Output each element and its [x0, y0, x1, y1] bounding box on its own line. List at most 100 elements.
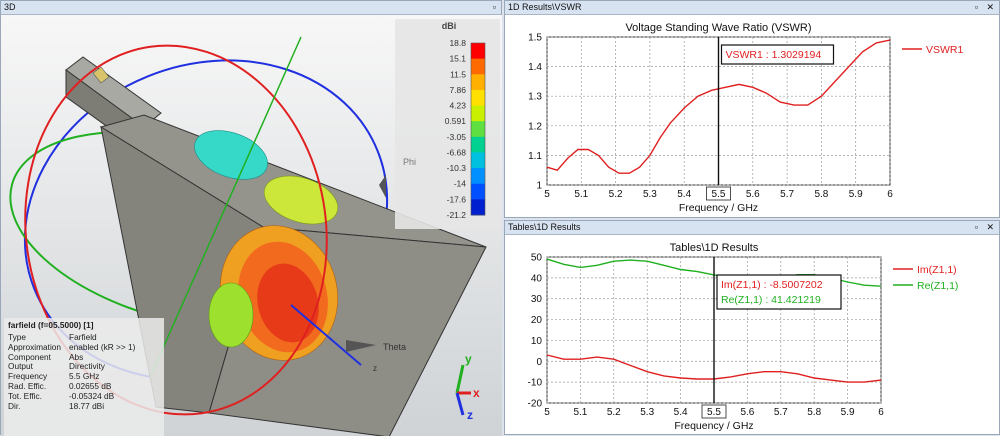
- back-lobe: [194, 130, 268, 180]
- colorbar-band: [471, 199, 485, 216]
- vswr-title: 1D Results\VSWR: [508, 2, 582, 12]
- farfield-row-value: 18.77 dBi: [69, 400, 105, 411]
- triad-y-label: y: [465, 352, 472, 366]
- colorbar-tick-label: 18.8: [449, 38, 466, 48]
- window-controls-icon[interactable]: ▫ ✕: [974, 2, 997, 12]
- colorbar-band: [471, 58, 485, 75]
- farfield-row-key: Frequency: [8, 371, 48, 382]
- y-tick-label: 1.5: [528, 33, 542, 44]
- y-tick-label: -10: [528, 378, 543, 389]
- colorbar-band: [471, 105, 485, 122]
- colorbar-tick-label: -10.3: [447, 163, 467, 173]
- colorbar-band: [471, 183, 485, 200]
- colorbar-tick-label: -6.68: [447, 147, 467, 157]
- tables-title: Tables\1D Results: [508, 222, 581, 232]
- theta-label: Theta: [383, 342, 406, 352]
- x-tick-label: 6: [887, 189, 893, 200]
- vswr-chart[interactable]: Voltage Standing Wave Ratio (VSWR) 5 5.1 5.…: [505, 15, 999, 217]
- triad-z-label: z: [467, 408, 473, 422]
- x-tick-label: 5.4: [677, 189, 691, 200]
- colorbar-tick-label: 4.23: [449, 101, 466, 111]
- y-tick-label: 30: [531, 294, 543, 305]
- x-tick-label: 5.3: [640, 407, 654, 418]
- triad-x-label: x: [473, 386, 480, 400]
- farfield-row-key: Type: [8, 332, 26, 342]
- phi-arrow-icon: [379, 175, 386, 198]
- x-tick-label: 5.1: [574, 189, 588, 200]
- y-tick-label: 1.1: [528, 151, 542, 162]
- x-tick-label: 5.8: [807, 407, 821, 418]
- x-tick-label: 5.2: [607, 407, 621, 418]
- farfield-rows: Type Farfield Approximation enabled (kR >> …: [4, 332, 164, 411]
- farfield-row-value: 5.5 GHz: [69, 371, 100, 382]
- x-tick-label: 5.6: [746, 189, 760, 200]
- farfield-row: Component Abs: [4, 351, 164, 363]
- x-tick-label: 5.3: [643, 189, 657, 200]
- tables-panel: Tables\1D Results ▫ ✕ Tables\1D Results 5…: [504, 220, 1000, 435]
- colorbar-band: [471, 152, 485, 169]
- marker-x-box: [701, 404, 727, 419]
- view3d-canvas[interactable]: dBi 18.8 15.1 11.5 7.86 4.23 0.591 -3.05 -6.68 -…: [1, 15, 502, 436]
- legend-label: Im(Z1,1): [917, 264, 957, 276]
- tables-chart[interactable]: Tables\1D Results 5 5.1 5.2 5.3 5.4 5.5 5.6 5.7 5…: [505, 235, 999, 435]
- x-tick-label: 5.5: [707, 407, 721, 418]
- marker-label: VSWR1 : 1.3029194: [726, 49, 822, 61]
- y-tick-label: 1: [536, 181, 542, 192]
- farfield-row-value: enabled (kR >> 1): [69, 341, 136, 352]
- series-line: [546, 39, 891, 174]
- colorbar-tick-label: -21.2: [447, 210, 467, 220]
- colorbar-tick-label: -3.05: [447, 132, 467, 142]
- x-tick-label: 5.7: [780, 189, 794, 200]
- marker-label: Re(Z1,1) : 41.421219: [721, 294, 821, 306]
- y-tick-label: 1.3: [528, 92, 542, 103]
- x-tick-label: 5.5: [712, 189, 726, 200]
- colorbar-band: [471, 168, 485, 185]
- colorbar-tick-label: 0.591: [445, 116, 467, 126]
- view3d-panel: 3D ▫: [0, 0, 502, 436]
- x-tick-label: 5.9: [841, 407, 855, 418]
- farfield-row-value: 0.02655 dB: [69, 380, 112, 391]
- view3d-scene: dBi 18.8 15.1 11.5 7.86 4.23 0.591 -3.05 -6.68 -…: [9, 19, 500, 436]
- lobe-base: [208, 282, 254, 348]
- farfield-row: Output Directivity: [4, 361, 164, 372]
- y-tick-label: 40: [531, 273, 543, 284]
- farfield-row-key: Output: [8, 361, 33, 372]
- connector: [92, 66, 110, 84]
- colorbar-ticks: 18.8 15.1 11.5 7.86 4.23 0.591 -3.05 -6.68 -10.3…: [445, 38, 467, 220]
- triad-z-axis: [455, 392, 465, 416]
- farfield-row-key: Component: [8, 351, 51, 362]
- farfield-row-key: Tot. Effic.: [8, 390, 42, 401]
- x-tick-label: 6: [878, 407, 884, 418]
- chart-title: Tables\1D Results: [670, 242, 759, 254]
- tables-titlebar: Tables\1D Results ▫ ✕: [505, 221, 999, 235]
- farfield-row-key: Rad. Effic.: [8, 380, 47, 391]
- colorbar-band: [471, 121, 485, 138]
- farfield-row-value: Farfield: [69, 332, 97, 342]
- view3d-title: 3D: [4, 2, 16, 12]
- blue-axis: [290, 304, 362, 366]
- farfield-row: Type Farfield: [4, 332, 164, 343]
- maximize-icon[interactable]: ▫: [492, 2, 499, 12]
- z-small-label: z: [373, 364, 377, 373]
- chart-title: Voltage Standing Wave Ratio (VSWR): [625, 22, 811, 34]
- marker-label-box: [720, 44, 835, 65]
- green-axis: [150, 36, 302, 376]
- window-controls-icon[interactable]: ▫ ✕: [974, 222, 997, 232]
- red-ring: [24, 44, 328, 416]
- side-lobe: [263, 175, 339, 225]
- y-tick-label: -20: [528, 399, 543, 410]
- x-tick-label: 5.4: [674, 407, 688, 418]
- y-tick-label: 1.2: [528, 121, 542, 132]
- colorbar-band: [471, 74, 485, 91]
- farfield-row-key: Dir.: [8, 400, 21, 411]
- y-tick-label: 20: [531, 315, 543, 326]
- colorbar-tick-label: 11.5: [450, 69, 466, 79]
- x-axis-label: Frequency / GHz: [679, 202, 758, 214]
- main-lobe-core: [257, 263, 319, 343]
- y-tick-label: 50: [531, 253, 543, 264]
- view3d-titlebar: 3D ▫: [1, 1, 501, 15]
- triad-y-axis: [455, 364, 465, 394]
- colorbar-band: [471, 136, 485, 153]
- farfield-info-box: farfield (f=05.5000) [1] Type Farfield App…: [4, 318, 164, 436]
- colorbar-unit: dBi: [442, 21, 457, 31]
